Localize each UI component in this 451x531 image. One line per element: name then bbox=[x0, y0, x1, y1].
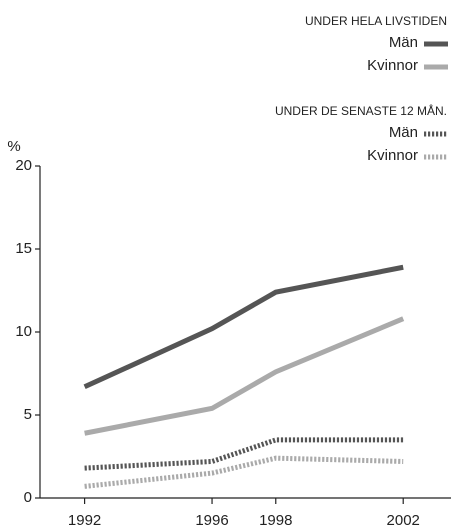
x-tick-label: 1998 bbox=[259, 512, 292, 529]
legend-label: Män bbox=[389, 34, 418, 51]
legend-title: UNDER HELA LIVSTIDEN bbox=[305, 14, 447, 28]
y-tick-label: 5 bbox=[24, 406, 32, 423]
y-tick-label: 15 bbox=[15, 240, 32, 257]
line-series bbox=[84, 316, 405, 436]
x-tick-label: 1992 bbox=[68, 512, 101, 529]
x-tick-label: 2002 bbox=[387, 512, 420, 529]
y-tick-label: 10 bbox=[15, 323, 32, 340]
y-tick-label: 0 bbox=[24, 489, 32, 506]
x-tick-label: 1996 bbox=[195, 512, 228, 529]
y-tick-label: 20 bbox=[15, 157, 32, 174]
legend-title: UNDER DE SENASTE 12 MÅN. bbox=[275, 103, 447, 118]
line-series bbox=[84, 437, 404, 471]
y-axis-label: % bbox=[7, 138, 20, 155]
legend-label: Män bbox=[389, 124, 418, 141]
legend-label: Kvinnor bbox=[367, 57, 418, 74]
legend-label: Kvinnor bbox=[367, 147, 418, 164]
line-series bbox=[84, 455, 404, 489]
line-series bbox=[83, 264, 404, 390]
